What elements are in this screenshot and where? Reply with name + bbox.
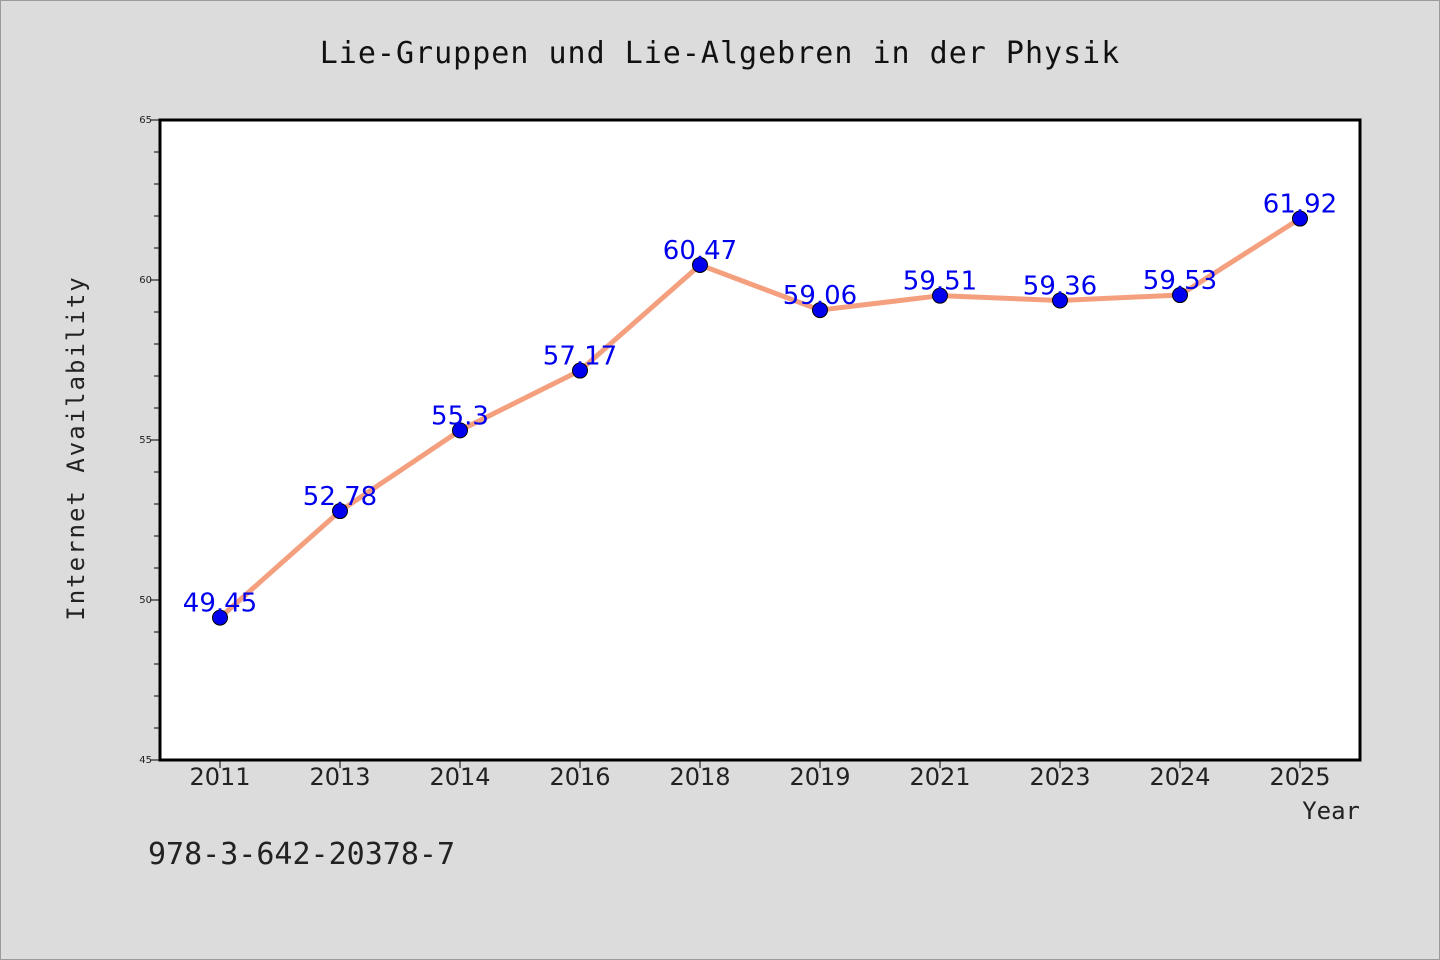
data-point-label: 61.92 bbox=[1263, 190, 1337, 220]
data-point-marker bbox=[1292, 210, 1308, 227]
x-tick-label: 2016 bbox=[549, 763, 610, 791]
y-tick-label: 45 bbox=[139, 755, 152, 766]
y-tick-label: 60 bbox=[139, 275, 152, 286]
x-tick-label: 2023 bbox=[1029, 763, 1090, 791]
data-point-label: 59.51 bbox=[903, 267, 977, 297]
data-point-marker bbox=[572, 362, 588, 379]
data-point-label: 59.53 bbox=[1143, 266, 1217, 296]
y-tick-label: 65 bbox=[139, 115, 152, 126]
data-point-label: 60.47 bbox=[663, 236, 737, 266]
x-axis-ticks: 2011 2013 2014 2016 2018 2019 2021 2023 2024 2025 bbox=[189, 760, 1331, 791]
x-tick-label: 2024 bbox=[1149, 763, 1210, 791]
x-tick-label: 2013 bbox=[309, 763, 370, 791]
data-point-marker bbox=[1172, 287, 1188, 304]
y-tick-label: 50 bbox=[139, 595, 152, 606]
y-tick-label: 55 bbox=[139, 435, 152, 446]
x-axis-label: Year bbox=[1302, 797, 1360, 825]
data-point-label: 59.06 bbox=[783, 281, 857, 311]
isbn-text: 978-3-642-20378-7 bbox=[148, 837, 455, 872]
y-axis-ticks: 45 50 55 60 65 bbox=[139, 115, 160, 766]
data-point-label: 55.3 bbox=[431, 401, 489, 431]
x-tick-label: 2014 bbox=[429, 763, 490, 791]
data-point-label: 52.78 bbox=[303, 482, 377, 512]
data-point-marker bbox=[692, 256, 708, 273]
x-tick-label: 2021 bbox=[909, 763, 970, 791]
data-point-marker bbox=[452, 422, 468, 439]
data-point-marker bbox=[1052, 292, 1068, 309]
data-point-label: 59.36 bbox=[1023, 271, 1097, 301]
data-point-marker bbox=[212, 609, 228, 626]
x-tick-label: 2019 bbox=[789, 763, 850, 791]
chart-title: Lie-Gruppen und Lie-Algebren in der Phys… bbox=[320, 36, 1121, 71]
series-line bbox=[217, 216, 1303, 621]
x-tick-label: 2025 bbox=[1269, 763, 1330, 791]
data-labels: 49.45 52.78 55.3 57.17 60.47 59.06 59.51 59.36 5… bbox=[183, 190, 1337, 619]
data-point-label: 49.45 bbox=[183, 589, 257, 619]
x-tick-label: 2011 bbox=[189, 763, 250, 791]
data-markers bbox=[212, 210, 1308, 626]
plot-area bbox=[160, 120, 1360, 760]
y-axis-label: Internet Availability bbox=[62, 275, 90, 620]
data-point-marker bbox=[812, 302, 828, 319]
x-tick-label: 2018 bbox=[669, 763, 730, 791]
data-point-marker bbox=[332, 503, 348, 520]
data-point-label: 57.17 bbox=[543, 342, 617, 372]
plot-border bbox=[158, 118, 1362, 762]
data-point-marker bbox=[932, 287, 948, 304]
